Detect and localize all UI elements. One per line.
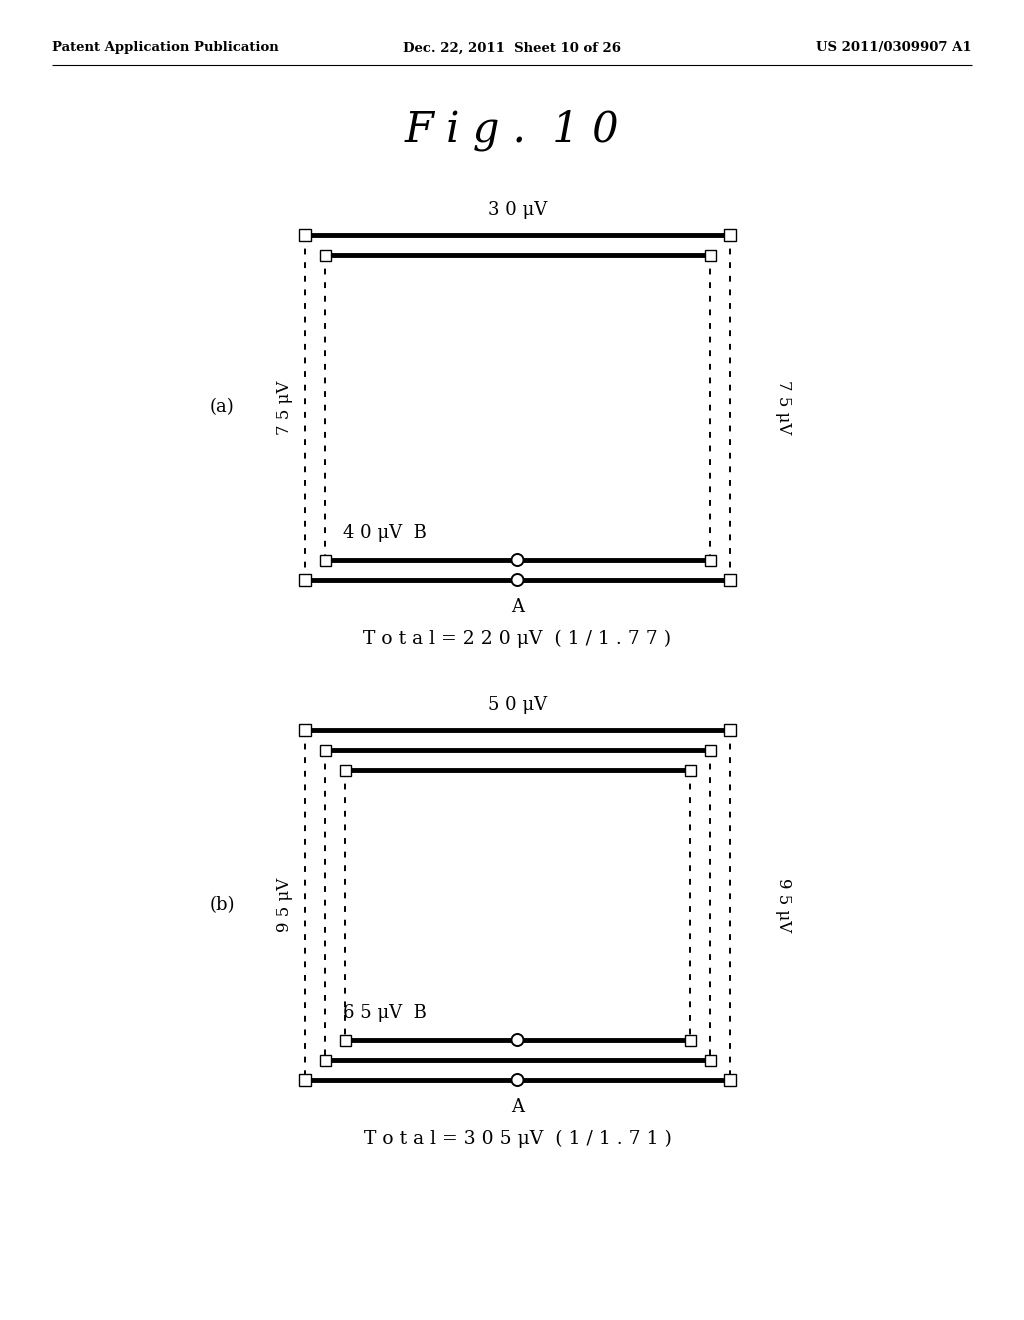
Bar (319, 554, 331, 565)
Text: 7 5 μV: 7 5 μV (276, 380, 293, 434)
Text: 9 5 μV: 9 5 μV (775, 878, 792, 932)
Bar (299, 1074, 311, 1086)
Text: 9 5 μV: 9 5 μV (276, 878, 293, 932)
Bar (724, 574, 736, 586)
Bar (705, 249, 716, 260)
Circle shape (512, 574, 523, 586)
Bar (724, 1074, 736, 1086)
Text: 7 5 μV: 7 5 μV (775, 380, 792, 434)
Text: (b): (b) (210, 896, 236, 913)
Circle shape (512, 554, 523, 566)
Text: US 2011/0309907 A1: US 2011/0309907 A1 (816, 41, 972, 54)
Text: Patent Application Publication: Patent Application Publication (52, 41, 279, 54)
Bar (684, 1035, 695, 1045)
Bar (705, 744, 716, 755)
Bar (705, 1055, 716, 1065)
Bar (340, 764, 350, 776)
Circle shape (512, 1034, 523, 1045)
Text: T o t a l = 3 0 5 μV  ( 1 / 1 . 7 1 ): T o t a l = 3 0 5 μV ( 1 / 1 . 7 1 ) (364, 1130, 672, 1148)
Text: (a): (a) (210, 399, 234, 417)
Bar (299, 723, 311, 737)
Text: T o t a l = 2 2 0 μV  ( 1 / 1 . 7 7 ): T o t a l = 2 2 0 μV ( 1 / 1 . 7 7 ) (364, 630, 672, 648)
Text: F i g .  1 0: F i g . 1 0 (404, 110, 620, 150)
Text: A: A (511, 1098, 524, 1115)
Text: 3 0 μV: 3 0 μV (487, 201, 547, 219)
Bar (319, 1055, 331, 1065)
Bar (319, 249, 331, 260)
Text: 4 0 μV  B: 4 0 μV B (343, 524, 427, 543)
Bar (684, 764, 695, 776)
Bar (319, 744, 331, 755)
Bar (724, 228, 736, 242)
Bar (340, 1035, 350, 1045)
Text: A: A (511, 598, 524, 616)
Bar (724, 723, 736, 737)
Text: 5 0 μV: 5 0 μV (488, 696, 547, 714)
Bar (299, 228, 311, 242)
Bar (299, 574, 311, 586)
Text: 6 5 μV  B: 6 5 μV B (343, 1005, 427, 1022)
Text: Dec. 22, 2011  Sheet 10 of 26: Dec. 22, 2011 Sheet 10 of 26 (403, 41, 621, 54)
Circle shape (512, 1074, 523, 1086)
Bar (705, 554, 716, 565)
